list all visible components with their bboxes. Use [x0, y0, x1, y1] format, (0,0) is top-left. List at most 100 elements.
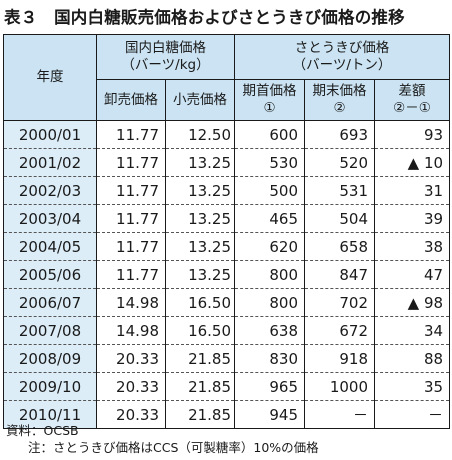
table-title: 表３ 国内白糖販売価格およびさとうきび価格の推移 — [4, 8, 405, 27]
sugarcane-price-header: さとうきび価格 （バーツ/トン） — [234, 34, 451, 80]
column-header-wholesale: 卸売価格 — [96, 79, 166, 121]
year-cell: 2005/06 — [3, 260, 97, 289]
retail-price-cell: 16.50 — [164, 288, 236, 317]
year-cell: 2000/01 — [3, 120, 97, 149]
year-cell: 2010/11 — [3, 400, 97, 429]
year-cell: 2006/07 — [3, 288, 97, 317]
year-cell: 2004/05 — [3, 232, 97, 261]
difference-cell: 47 — [374, 260, 451, 289]
difference-cell: － — [374, 400, 451, 429]
column-header-label: 小売価格 — [173, 91, 227, 108]
year-cell: 2007/08 — [3, 316, 97, 345]
wholesale-price-cell: 11.77 — [96, 148, 166, 177]
wholesale-price-cell: 14.98 — [96, 288, 166, 317]
column-header-label: 期末価格 — [312, 83, 367, 99]
white-sugar-price-header: 国内白糖価格 （バーツ/kg） — [95, 34, 236, 80]
start-price-cell: 965 — [234, 372, 306, 401]
column-header-end-price: 期末価格 ② — [304, 79, 376, 121]
source-note: 資料：OCSB — [6, 423, 79, 438]
sugarcane-price-unit: （バーツ/トン） — [292, 57, 392, 73]
wholesale-price-cell: 20.33 — [96, 344, 166, 373]
end-price-cell: 847 — [304, 260, 376, 289]
table-row: 2008/09 20.33 21.85 830 918 88 — [3, 344, 451, 373]
start-price-cell: 638 — [234, 316, 306, 345]
retail-price-cell: 12.50 — [164, 120, 236, 149]
start-price-cell: 465 — [234, 204, 306, 233]
difference-cell: 34 — [374, 316, 451, 345]
wholesale-price-cell: 14.98 — [96, 316, 166, 345]
start-price-cell: 800 — [234, 260, 306, 289]
year-cell: 2001/02 — [3, 148, 97, 177]
start-price-cell: 945 — [234, 400, 306, 429]
footnotes: 資料：OCSB 注：さとうきび価格はCCS（可製糖率）10%の価格 — [6, 422, 319, 456]
end-price-cell: 658 — [304, 232, 376, 261]
wholesale-price-cell: 20.33 — [96, 400, 166, 429]
sugarcane-price-label: さとうきび価格 — [294, 40, 390, 56]
column-header-label: 卸売価格 — [104, 91, 158, 108]
retail-price-cell: 13.25 — [164, 176, 236, 205]
column-header-label: 期首価格 — [242, 83, 297, 99]
start-price-cell: 600 — [234, 120, 306, 149]
difference-cell: 31 — [374, 176, 451, 205]
end-price-cell: 693 — [304, 120, 376, 149]
table-row: 2001/02 11.77 13.25 530 520 ▲ 10 — [3, 148, 451, 177]
table-row: 2009/10 20.33 21.85 965 1000 35 — [3, 372, 451, 401]
wholesale-price-cell: 11.77 — [96, 176, 166, 205]
retail-price-cell: 13.25 — [164, 204, 236, 233]
end-price-cell: 1000 — [304, 372, 376, 401]
retail-price-cell: 13.25 — [164, 232, 236, 261]
year-cell: 2008/09 — [3, 344, 97, 373]
table-body: 2000/01 11.77 12.50 600 693 93 2001/02 11.77 13.… — [3, 120, 451, 429]
white-sugar-price-unit: （バーツ/kg） — [121, 57, 210, 73]
column-header-start-price: 期首価格 ① — [234, 79, 306, 121]
column-header-difference: 差額 ②－① — [374, 79, 451, 121]
retail-price-cell: 21.85 — [164, 400, 236, 429]
end-price-cell: 504 — [304, 204, 376, 233]
difference-cell: 93 — [374, 120, 451, 149]
start-price-cell: 530 — [234, 148, 306, 177]
start-price-cell: 830 — [234, 344, 306, 373]
difference-cell: 39 — [374, 204, 451, 233]
table-row: 2010/11 20.33 21.85 945 －－ — [3, 400, 451, 429]
year-cell: 2003/04 — [3, 204, 97, 233]
end-price-cell: 702 — [304, 288, 376, 317]
table-row: 2006/07 14.98 16.50 800 702 ▲ 98 — [3, 288, 451, 317]
start-price-cell: 620 — [234, 232, 306, 261]
wholesale-price-cell: 20.33 — [96, 372, 166, 401]
difference-cell: ▲ 10 — [374, 148, 451, 177]
column-header-retail: 小売価格 — [164, 79, 236, 121]
end-price-cell: － — [304, 400, 376, 429]
column-header-sub: ① — [263, 100, 276, 116]
start-price-cell: 500 — [234, 176, 306, 205]
end-price-cell: 520 — [304, 148, 376, 177]
table-row: 2002/03 11.77 13.25 500 531 31 — [3, 176, 451, 205]
wholesale-price-cell: 11.77 — [96, 232, 166, 261]
end-price-cell: 918 — [304, 344, 376, 373]
white-sugar-price-label: 国内白糖価格 — [125, 40, 206, 56]
year-cell: 2009/10 — [3, 372, 97, 401]
start-price-cell: 800 — [234, 288, 306, 317]
difference-cell: 35 — [374, 372, 451, 401]
year-cell: 2002/03 — [3, 176, 97, 205]
wholesale-price-cell: 11.77 — [96, 260, 166, 289]
ccs-note: 注：さとうきび価格はCCS（可製糖率）10%の価格 — [28, 440, 319, 455]
retail-price-cell: 16.50 — [164, 316, 236, 345]
year-header: 年度 — [3, 34, 97, 121]
retail-price-cell: 13.25 — [164, 148, 236, 177]
difference-cell: ▲ 98 — [374, 288, 451, 317]
column-header-sub: ②－① — [393, 100, 431, 116]
retail-price-cell: 21.85 — [164, 372, 236, 401]
table-row: 2004/05 11.77 13.25 620 658 38 — [3, 232, 451, 261]
wholesale-price-cell: 11.77 — [96, 204, 166, 233]
table-row: 2000/01 11.77 12.50 600 693 93 — [3, 120, 451, 149]
end-price-cell: 672 — [304, 316, 376, 345]
end-price-cell: 531 — [304, 176, 376, 205]
retail-price-cell: 21.85 — [164, 344, 236, 373]
table-row: 2005/06 11.77 13.25 800 847 47 — [3, 260, 451, 289]
retail-price-cell: 13.25 — [164, 260, 236, 289]
column-header-label: 差額 — [398, 83, 426, 99]
table-row: 2007/08 14.98 16.50 638 672 34 — [3, 316, 451, 345]
table-row: 2003/04 11.77 13.25 465 504 39 — [3, 204, 451, 233]
wholesale-price-cell: 11.77 — [96, 120, 166, 149]
column-header-sub: ② — [333, 100, 346, 116]
